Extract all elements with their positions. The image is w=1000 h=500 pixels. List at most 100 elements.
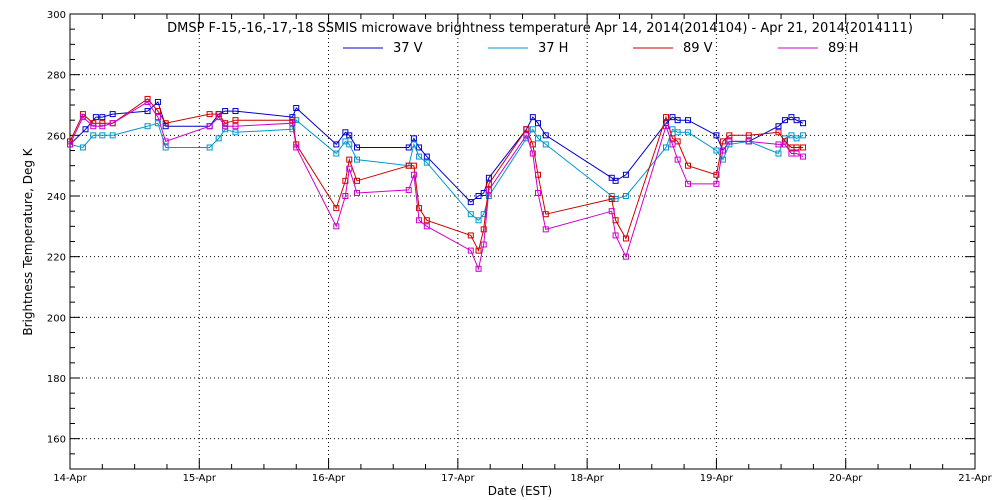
data-point-89-v xyxy=(608,196,615,203)
data-point-37-v xyxy=(154,98,161,105)
legend-label-37-v: 37 V xyxy=(393,41,423,56)
data-point-37-h xyxy=(416,153,423,160)
data-point-37-h xyxy=(674,129,681,136)
data-point-37-h xyxy=(354,156,361,163)
data-point-37-h xyxy=(663,144,670,151)
data-point-89-v xyxy=(154,108,161,115)
data-point-89-h xyxy=(342,193,349,199)
data-point-89-h xyxy=(67,141,73,148)
data-point-89-h xyxy=(346,165,353,172)
data-point-37-h xyxy=(793,135,800,142)
grid xyxy=(70,14,975,469)
data-point-37-v xyxy=(416,144,423,151)
data-point-37-v xyxy=(467,199,474,206)
x-tick-label: 17-Apr xyxy=(441,473,475,484)
data-point-89-v xyxy=(684,162,691,169)
data-point-89-v xyxy=(162,120,169,127)
y-axis-label: Brightness Temperature, Deg K xyxy=(21,147,35,335)
data-point-37-v xyxy=(669,114,676,121)
data-point-37-v xyxy=(289,114,296,121)
data-point-37-h xyxy=(289,126,296,133)
data-point-89-h xyxy=(669,141,676,148)
legend-label-89-v: 89 V xyxy=(683,41,713,56)
data-point-89-h xyxy=(719,147,726,154)
data-point-89-v xyxy=(333,205,340,212)
data-point-89-v xyxy=(467,232,474,239)
data-point-37-h xyxy=(333,150,340,157)
data-point-89-v xyxy=(416,205,423,212)
x-tick-label: 21-Apr xyxy=(958,473,992,484)
data-point-89-h xyxy=(354,189,361,196)
x-tick-label: 15-Apr xyxy=(183,473,217,484)
data-point-89-h xyxy=(162,138,169,145)
y-tick-label: 200 xyxy=(47,313,66,324)
data-point-89-h xyxy=(622,253,629,260)
data-point-89-v xyxy=(713,171,720,178)
data-point-89-h xyxy=(222,123,229,130)
data-point-89-v xyxy=(206,111,213,118)
data-point-37-h xyxy=(215,135,222,142)
data-point-89-h xyxy=(206,123,213,130)
data-point-89-h xyxy=(467,247,474,254)
chart-title: DMSP F-15,-16,-17,-18 SSMIS microwave br… xyxy=(167,21,913,36)
legend: 37 V 37 H 89 V 89 H xyxy=(343,41,858,56)
data-point-89-v xyxy=(423,217,430,224)
y-tick-label: 240 xyxy=(47,192,66,203)
data-point-89-h xyxy=(215,114,222,121)
data-point-89-h xyxy=(289,120,296,127)
data-point-37-h xyxy=(154,120,161,127)
x-tick-label: 18-Apr xyxy=(570,473,604,484)
data-point-89-h xyxy=(99,123,106,130)
data-point-37-h xyxy=(622,193,629,199)
data-point-37-h xyxy=(423,159,430,166)
data-point-37-h xyxy=(206,144,213,151)
data-point-89-h xyxy=(542,226,549,233)
data-point-89-v xyxy=(354,177,361,184)
data-point-89-h xyxy=(663,123,670,130)
data-point-89-v xyxy=(726,132,733,139)
data-point-89-h xyxy=(475,265,482,272)
data-point-89-h xyxy=(523,132,530,139)
legend-item-37-v: 37 V xyxy=(343,41,423,56)
data-point-37-h xyxy=(346,141,353,148)
x-tick-label: 16-Apr xyxy=(312,473,346,484)
data-point-37-v xyxy=(99,114,106,121)
data-point-89-h xyxy=(745,138,752,145)
series-37-v xyxy=(67,98,807,206)
data-point-37-h xyxy=(99,132,106,139)
data-point-89-v xyxy=(542,211,549,218)
data-point-37-v xyxy=(144,108,151,115)
data-point-37-h xyxy=(535,135,542,142)
data-point-37-v xyxy=(354,144,361,151)
data-point-37-h xyxy=(475,217,482,224)
legend-label-89-h: 89 H xyxy=(828,41,858,56)
data-point-37-h xyxy=(713,147,720,154)
data-point-89-v xyxy=(800,144,807,151)
data-point-37-h xyxy=(612,196,619,203)
data-point-89-h xyxy=(800,153,807,160)
data-point-89-v xyxy=(793,144,800,151)
data-point-89-h xyxy=(684,180,691,187)
data-point-89-v xyxy=(674,138,681,145)
x-tick-label: 20-Apr xyxy=(829,473,863,484)
legend-item-89-h: 89 H xyxy=(778,41,858,56)
data-point-37-v xyxy=(92,114,99,121)
data-point-37-v xyxy=(423,153,430,160)
data-point-89-v xyxy=(663,114,670,121)
data-point-89-v xyxy=(523,126,530,133)
data-point-89-h xyxy=(405,186,412,193)
data-point-89-v xyxy=(480,226,487,233)
data-point-37-h xyxy=(342,138,349,145)
data-point-37-v xyxy=(222,108,229,115)
data-point-37-h xyxy=(542,141,549,148)
y-tick-label: 300 xyxy=(47,10,66,21)
data-point-37-h xyxy=(529,126,536,133)
data-point-37-v xyxy=(542,132,549,139)
data-point-89-h xyxy=(480,241,487,248)
data-point-37-v xyxy=(529,114,536,121)
data-point-37-h xyxy=(109,132,116,139)
data-point-37-v xyxy=(535,120,542,127)
data-point-37-v xyxy=(674,117,681,124)
data-point-89-h xyxy=(423,223,430,230)
